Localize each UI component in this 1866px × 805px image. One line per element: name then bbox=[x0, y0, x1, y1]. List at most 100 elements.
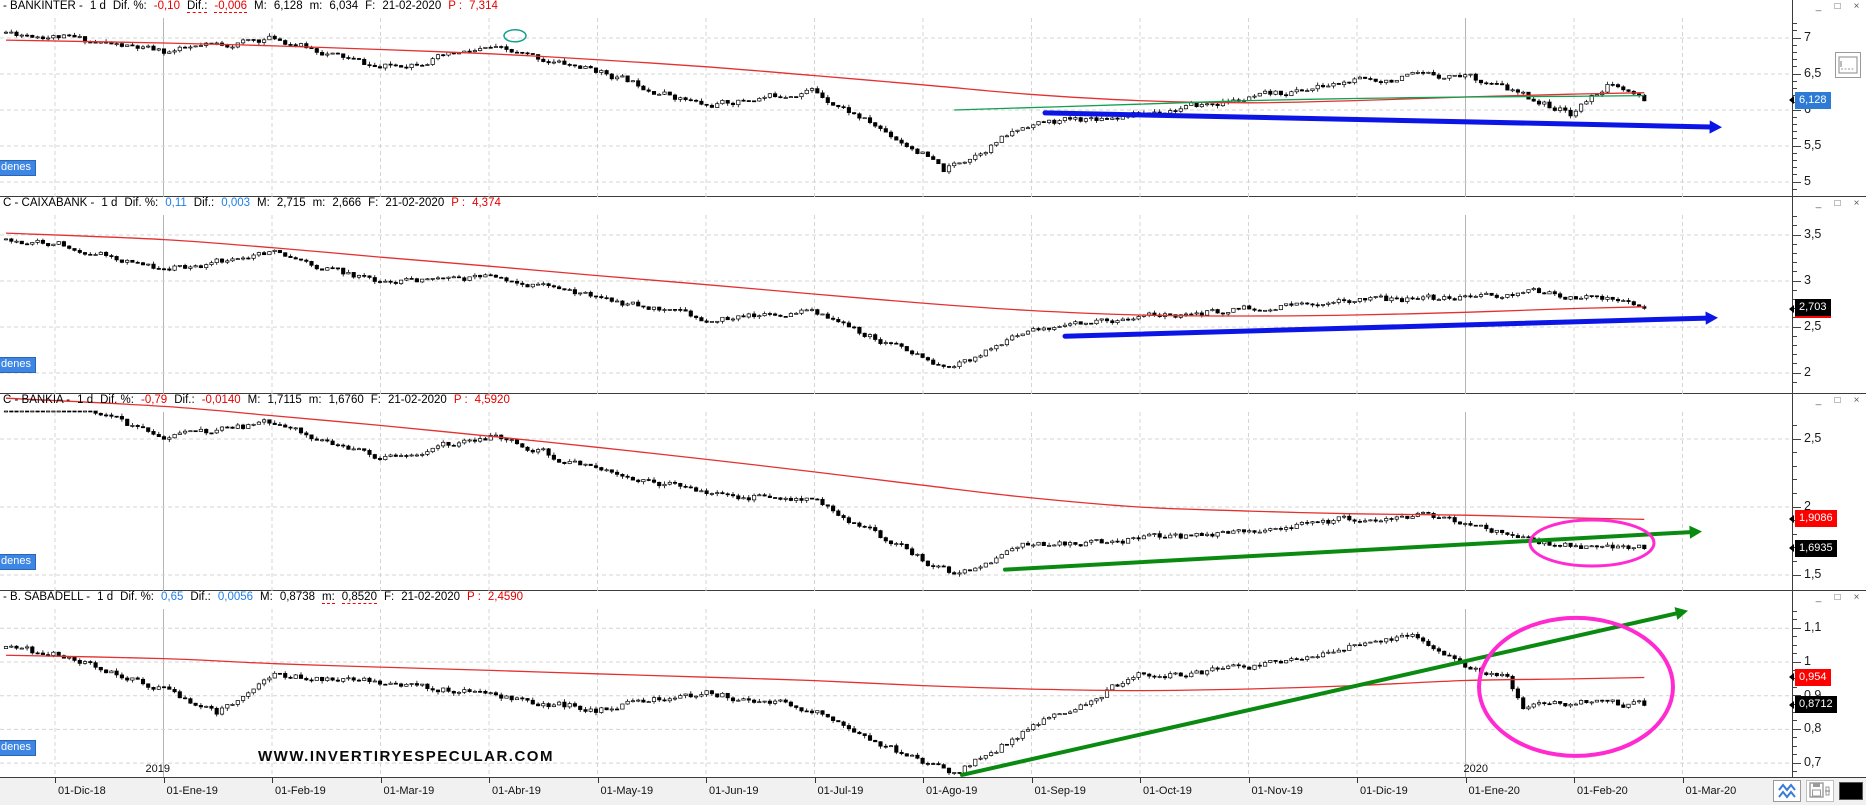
y-minor-tick bbox=[1793, 686, 1797, 688]
bottom-toolbar bbox=[1773, 780, 1863, 802]
price-axis[interactable]: _ □ × 1,1 1 0,9 0,8 0,7 0,954 0,8712 bbox=[1789, 591, 1866, 777]
ma-red-line bbox=[5, 232, 1645, 317]
x-tick-label: 01-Ene-19 bbox=[166, 785, 218, 797]
ordenes-tab[interactable]: denes bbox=[0, 357, 36, 373]
ordenes-tab[interactable]: denes bbox=[0, 160, 36, 176]
y-major-tick bbox=[1793, 145, 1801, 147]
marker-arrow-icon bbox=[1785, 96, 1794, 105]
title-segment: F: bbox=[365, 0, 376, 12]
candlestick-chart[interactable] bbox=[0, 591, 1792, 777]
trendline-arrowhead bbox=[1674, 607, 1688, 620]
y-minor-tick bbox=[1793, 533, 1797, 535]
candles bbox=[3, 29, 1647, 175]
title-segment: Dif. %: bbox=[112, 0, 147, 12]
title-segment: 21-02-2020 bbox=[382, 0, 442, 12]
y-minor-tick bbox=[1793, 344, 1797, 346]
maximize-button[interactable]: □ bbox=[1834, 198, 1841, 209]
chart-plot[interactable] bbox=[0, 591, 1792, 777]
y-minor-tick bbox=[1793, 159, 1797, 161]
panel-titlebar: - B. SABADELL - 1 d Dif. %: 0,65 Dif.: 0,0056… bbox=[0, 591, 530, 607]
x-tick-label: 01-Nov-19 bbox=[1251, 785, 1303, 797]
chart-plot[interactable] bbox=[0, 197, 1792, 394]
highlight-ellipse bbox=[1528, 518, 1656, 568]
y-minor-tick bbox=[1793, 720, 1797, 722]
y-minor-tick bbox=[1793, 66, 1797, 68]
title-segment: Dif. %: bbox=[100, 394, 134, 406]
title-segment: - B. SABADELL - bbox=[3, 591, 91, 603]
x-tick-label: 01-Mar-20 bbox=[1685, 785, 1737, 797]
title-segment: Dif.: bbox=[186, 0, 208, 13]
chart-plot[interactable] bbox=[0, 394, 1792, 591]
price-marker-label: 1,6935 bbox=[1795, 539, 1837, 557]
title-segment: -0,006 bbox=[214, 0, 248, 13]
y-minor-tick bbox=[1793, 363, 1797, 365]
price-axis[interactable]: _ □ × 2,5 2 1,5 1,9086 1,6935 bbox=[1789, 394, 1866, 590]
y-minor-tick bbox=[1793, 737, 1797, 739]
title-segment: -0,0140 bbox=[201, 394, 241, 406]
mini-chart-icon bbox=[1838, 56, 1858, 74]
y-tick-label: 6,5 bbox=[1804, 66, 1822, 80]
close-button[interactable]: × bbox=[1853, 198, 1860, 209]
close-button[interactable]: × bbox=[1853, 592, 1860, 603]
title-segment: C - CAIXABANK - bbox=[3, 197, 95, 209]
x-tick bbox=[814, 778, 816, 783]
color-swatch[interactable] bbox=[1839, 782, 1863, 800]
y-minor-tick bbox=[1793, 167, 1797, 169]
title-segment: m: bbox=[309, 0, 323, 12]
title-segment: m: bbox=[312, 197, 326, 209]
y-minor-tick bbox=[1793, 560, 1797, 562]
candlestick-chart[interactable] bbox=[0, 394, 1792, 591]
ma-red-line bbox=[5, 397, 1645, 521]
price-marker-label: 0,8712 bbox=[1795, 696, 1837, 714]
candlestick-chart[interactable] bbox=[0, 0, 1792, 197]
y-major-tick bbox=[1793, 762, 1801, 764]
price-marker: 1,6935 bbox=[1789, 539, 1837, 557]
y-tick-label: 0,8 bbox=[1804, 721, 1822, 736]
y-tick-label: 2,5 bbox=[1804, 319, 1822, 333]
maximize-button[interactable]: □ bbox=[1834, 592, 1841, 603]
y-minor-tick bbox=[1793, 152, 1797, 154]
minimize-button[interactable]: _ bbox=[1815, 198, 1822, 209]
compress-scale-button[interactable] bbox=[1773, 780, 1801, 802]
ordenes-tab[interactable]: denes bbox=[0, 554, 36, 570]
ordenes-tab[interactable]: denes bbox=[0, 740, 36, 756]
panel-titlebar: C - CAIXABANK - 1 d Dif. %: 0,11 Dif.: 0,003 M… bbox=[0, 197, 508, 213]
candles bbox=[3, 237, 1647, 369]
marker-arrow-icon bbox=[1785, 700, 1794, 709]
minimize-button[interactable]: _ bbox=[1815, 592, 1822, 603]
candlestick-chart[interactable] bbox=[0, 197, 1792, 394]
title-segment: 0,65 bbox=[161, 591, 184, 603]
y-minor-tick bbox=[1793, 243, 1797, 245]
x-tick-label: 01-Abr-19 bbox=[492, 785, 541, 797]
x-tick-label: 01-Dic-19 bbox=[1360, 785, 1408, 797]
title-segment: 1 d bbox=[77, 394, 94, 406]
marker-arrow-icon bbox=[1785, 304, 1794, 313]
minimize-button[interactable]: _ bbox=[1815, 395, 1822, 406]
y-major-tick bbox=[1793, 73, 1801, 75]
maximize-button[interactable]: □ bbox=[1834, 1, 1841, 12]
title-segment: 1 d bbox=[101, 197, 118, 209]
chart-properties-icon[interactable] bbox=[1835, 52, 1861, 78]
close-button[interactable]: × bbox=[1853, 1, 1860, 12]
chart-plot[interactable] bbox=[0, 0, 1792, 197]
trendline bbox=[1003, 530, 1693, 572]
price-axis[interactable]: _ □ × 3,5 3 2,5 2 2,703 bbox=[1789, 197, 1866, 393]
y-minor-tick bbox=[1793, 87, 1797, 89]
y-minor-tick bbox=[1793, 653, 1797, 655]
y-major-tick bbox=[1793, 627, 1801, 629]
title-segment: 0,8738 bbox=[279, 591, 316, 603]
close-button[interactable]: × bbox=[1853, 395, 1860, 406]
save-button[interactable] bbox=[1806, 780, 1834, 802]
minimize-button[interactable]: _ bbox=[1815, 1, 1822, 12]
y-minor-tick bbox=[1793, 289, 1797, 291]
chart-panel-sabadell: - B. SABADELL - 1 d Dif. %: 0,65 Dif.: 0,0056… bbox=[0, 591, 1866, 777]
price-axis[interactable]: _ □ × 7 6,5 6 5,5 5 6,128 bbox=[1789, 0, 1866, 196]
title-segment: F: bbox=[383, 591, 395, 603]
x-tick bbox=[272, 778, 273, 783]
y-major-tick bbox=[1793, 506, 1801, 508]
title-segment: M: bbox=[260, 591, 273, 603]
x-tick bbox=[163, 778, 165, 783]
save-icon bbox=[1809, 782, 1830, 798]
time-axis[interactable]: 01-Dic-18 01-Ene-19 01-Feb-19 01-Mar-19 01-A… bbox=[0, 777, 1866, 805]
maximize-button[interactable]: □ bbox=[1834, 395, 1841, 406]
